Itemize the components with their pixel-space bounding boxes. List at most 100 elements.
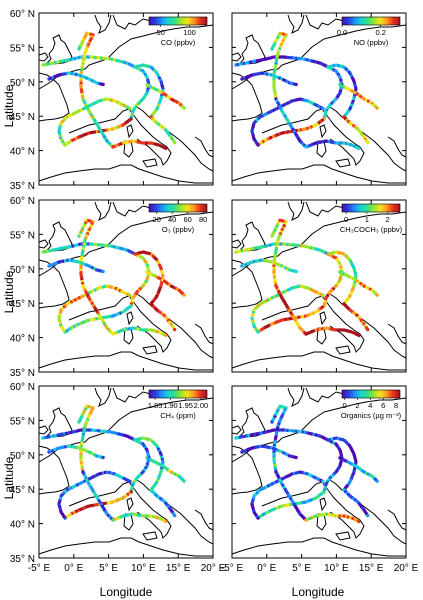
lat-tick-label: 60° N (10, 9, 35, 20)
colorbar-tick-label: 0 (342, 401, 346, 410)
lon-tick-label: 20° E (394, 563, 419, 574)
lon-tick-label: 15° E (166, 563, 191, 574)
colorbar-tick-label: 6 (381, 401, 385, 410)
map-frame (231, 199, 407, 373)
lon-tick-label: 10° E (324, 563, 349, 574)
map-frame (38, 199, 214, 373)
lon-tick-label: -5° E (221, 563, 244, 574)
colorbar-label: Organics (µg m⁻³) (341, 411, 402, 420)
track-point (182, 293, 186, 297)
colorbar-tick-label: 1.95 (178, 401, 193, 410)
colorbar-tick-label: 4 (368, 401, 372, 410)
track-point (294, 269, 298, 274)
track-point (173, 140, 177, 145)
lat-tick-label: 35° N (10, 554, 35, 565)
flight-tracks (41, 218, 186, 338)
colorbar-label: CH₃COCH₃ (ppbv) (340, 225, 403, 234)
lat-tick-label: 45° N (10, 485, 35, 496)
colorbar-tick-label: 1.90 (163, 401, 178, 410)
track-point (375, 106, 379, 110)
lat-tick-label: 45° N (10, 299, 35, 310)
lat-tick-label: 35° N (10, 181, 35, 192)
colorbar-label: CO (ppbv) (161, 38, 196, 47)
lon-tick-label: 20° E (201, 563, 226, 574)
flight-tracks (41, 404, 186, 524)
track-point (321, 293, 325, 298)
lat-tick-label: 55° N (10, 416, 35, 427)
map-frame (231, 12, 407, 186)
colorbar-tick-label: 60 (183, 215, 191, 224)
lat-tick-label: 50° N (10, 451, 35, 462)
lat-tick-label: 60° N (10, 196, 35, 207)
colorbar-gradient (341, 203, 401, 213)
track-point (101, 82, 105, 87)
track-point (173, 513, 177, 518)
lat-tick-label: 40° N (10, 147, 35, 158)
x-axis-title-right: Longitude (292, 585, 345, 599)
panel-ch4: 60° N 55° N 50° N 45° N 40° N 35° N-5° E 0° E 5… (10, 382, 226, 574)
panel-o3: 60° N 55° N 50° N 45° N 40° N 35° N 20 40 60 80 O₃… (10, 196, 214, 379)
y-axis-title-2: Latitude (2, 270, 16, 313)
track-point (173, 327, 177, 332)
map-frame (231, 385, 407, 559)
lon-tick-label: 10° E (131, 563, 156, 574)
track-point (357, 146, 361, 151)
flight-tracks (234, 31, 379, 151)
lon-tick-label: 0° E (257, 563, 276, 574)
colorbar-gradient (148, 389, 208, 399)
track-point (164, 333, 168, 338)
colorbar-tick-label: 80 (199, 215, 207, 224)
lat-tick-label: 50° N (10, 265, 35, 276)
lat-tick-label: 40° N (10, 520, 35, 531)
colorbar-tick-label: 20 (153, 215, 161, 224)
map-frame (38, 385, 214, 559)
colorbar-gradient (148, 203, 208, 213)
track-point (128, 293, 132, 298)
colorbar-label: O₃ (ppbv) (162, 225, 195, 234)
lon-tick-label: 15° E (359, 563, 384, 574)
colorbar: 0.0 0.2NO (ppbv) (337, 16, 401, 47)
lat-tick-label: 55° N (10, 230, 35, 241)
track-point (294, 455, 298, 460)
colorbar-tick-label: 2 (385, 215, 389, 224)
y-axis-title: Latitude (2, 84, 16, 127)
lon-tick-label: 5° E (99, 563, 118, 574)
track-point (357, 519, 361, 524)
colorbar-tick-label: 2.00 (194, 401, 209, 410)
map-frame (38, 12, 214, 186)
track-point (164, 519, 168, 524)
lon-tick-label: 5° E (292, 563, 311, 574)
track-point (128, 479, 132, 484)
track-point (182, 106, 186, 110)
colorbar-tick-label: 2 (355, 401, 359, 410)
track-point (357, 333, 361, 338)
track-point (366, 140, 370, 145)
flight-tracks (234, 218, 379, 338)
flight-tracks (41, 31, 186, 151)
track-point (182, 479, 186, 483)
colorbar-tick-label: 0.2 (375, 28, 385, 37)
colorbar-gradient (148, 16, 208, 26)
colorbar-label: CH₄ (ppm) (160, 411, 196, 420)
flight-tracks (234, 404, 379, 524)
track-point (294, 82, 298, 87)
x-axis-title-left: Longitude (100, 585, 153, 599)
lat-tick-label: 55° N (10, 43, 35, 54)
panel-no: 0.0 0.2NO (ppbv) (231, 12, 407, 186)
colorbar-tick-label: 0 (344, 215, 348, 224)
lon-tick-label: 0° E (64, 563, 83, 574)
track-point (321, 479, 325, 484)
colorbar-gradient (341, 16, 401, 26)
track-point (164, 146, 168, 151)
colorbar-tick-label: 1.85 (148, 401, 163, 410)
track-point (375, 293, 379, 297)
colorbar-label: NO (ppbv) (354, 38, 389, 47)
lat-tick-label: 40° N (10, 334, 35, 345)
panel-organics: -5° E 0° E 5° E 10° E 15° E 20° E 0 2 4 6 8Organic… (221, 385, 419, 574)
lat-tick-label: 60° N (10, 382, 35, 393)
